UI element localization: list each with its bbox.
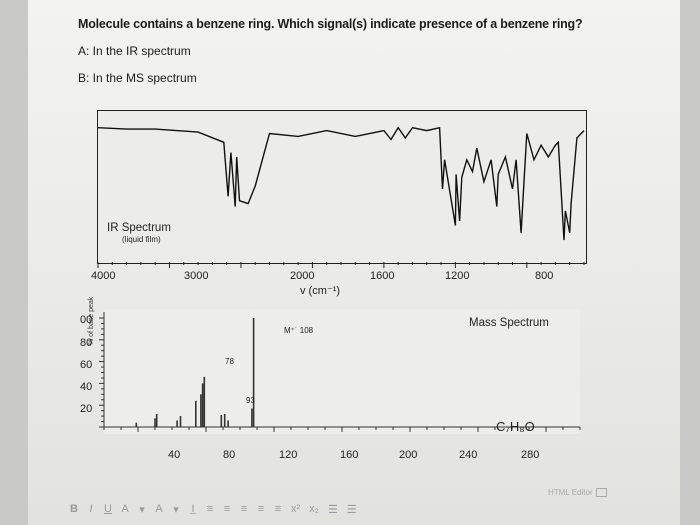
ir-tick-label: 1200 <box>445 270 470 282</box>
ms-y-tick-label: 40 <box>80 381 93 393</box>
ms-molecular-ion-label: M⁺˙ 108 <box>284 326 314 335</box>
bold-button[interactable]: B <box>70 503 78 515</box>
justify-icon[interactable]: ≡ <box>257 503 265 515</box>
ms-peak-label-78: 78 <box>225 357 234 366</box>
ir-tick-label: 1600 <box>370 270 395 282</box>
ir-tick-label: 4000 <box>91 270 116 282</box>
ms-x-tick-label: 80 <box>223 449 236 461</box>
indent-icon[interactable]: ≡ <box>274 503 282 515</box>
option-b: B: In the MS spectrum <box>78 71 197 85</box>
ms-x-tick-label: 160 <box>340 449 359 461</box>
ms-formula: C₇H₈O <box>496 419 535 434</box>
ms-y-tick-label: 00 <box>80 314 93 326</box>
ir-tick-label: 800 <box>535 270 554 282</box>
question-text: Molecule contains a benzene ring. Which … <box>78 17 583 31</box>
subscript-button[interactable]: x₂ <box>309 503 319 515</box>
chevron-down-icon[interactable]: ▾ <box>173 503 179 516</box>
unordered-list-icon[interactable]: ☰ <box>346 503 357 516</box>
ms-x-tick-label: 200 <box>399 449 418 461</box>
font-color-button[interactable]: A <box>121 503 129 515</box>
ms-x-tick-label: 240 <box>459 449 478 461</box>
html-editor-link[interactable]: HTML Editor <box>548 488 607 497</box>
underline-button[interactable]: U <box>104 503 112 515</box>
align-center-icon[interactable]: ≡ <box>223 503 231 515</box>
superscript-button[interactable]: x² <box>291 503 301 515</box>
ms-y-tick-label: 20 <box>80 403 93 415</box>
editor-toolbar: B I U A ▾ A ▾ I̲ ≡ ≡ ≡ ≡ ≡ x² x₂ ☰ ☰ <box>70 496 630 522</box>
ms-y-tick-label: 60 <box>80 359 93 371</box>
ms-y-tick-label: 80 <box>80 337 93 349</box>
align-right-icon[interactable]: ≡ <box>240 503 248 515</box>
chevron-down-icon[interactable]: ▾ <box>139 503 145 516</box>
ir-tick-label: 2000 <box>290 270 315 282</box>
ir-x-axis-label: v (cm⁻¹) <box>300 285 341 297</box>
ms-peak-label-93: 93 <box>246 396 255 405</box>
editor-icon <box>595 488 607 497</box>
ir-tick-label: 3000 <box>184 270 209 282</box>
ordered-list-icon[interactable]: ☰ <box>327 503 338 516</box>
ms-spectrum-plot <box>104 309 580 434</box>
ir-subtitle: (liquid film) <box>122 235 161 244</box>
option-a: A: In the IR spectrum <box>78 44 191 58</box>
highlight-color-button[interactable]: A <box>155 503 163 515</box>
align-left-icon[interactable]: ≡ <box>206 503 214 515</box>
ir-title: IR Spectrum <box>107 222 171 234</box>
ir-trace <box>97 126 585 241</box>
ms-x-tick-label: 40 <box>168 449 181 461</box>
ms-title: Mass Spectrum <box>469 317 549 329</box>
ms-x-tick-label: 280 <box>521 449 540 461</box>
clear-format-button[interactable]: I̲ <box>191 503 195 515</box>
ms-x-tick-label: 120 <box>279 449 298 461</box>
html-editor-label: HTML Editor <box>548 488 593 497</box>
ir-spectrum-plot <box>97 110 587 264</box>
italic-button[interactable]: I <box>89 503 93 515</box>
